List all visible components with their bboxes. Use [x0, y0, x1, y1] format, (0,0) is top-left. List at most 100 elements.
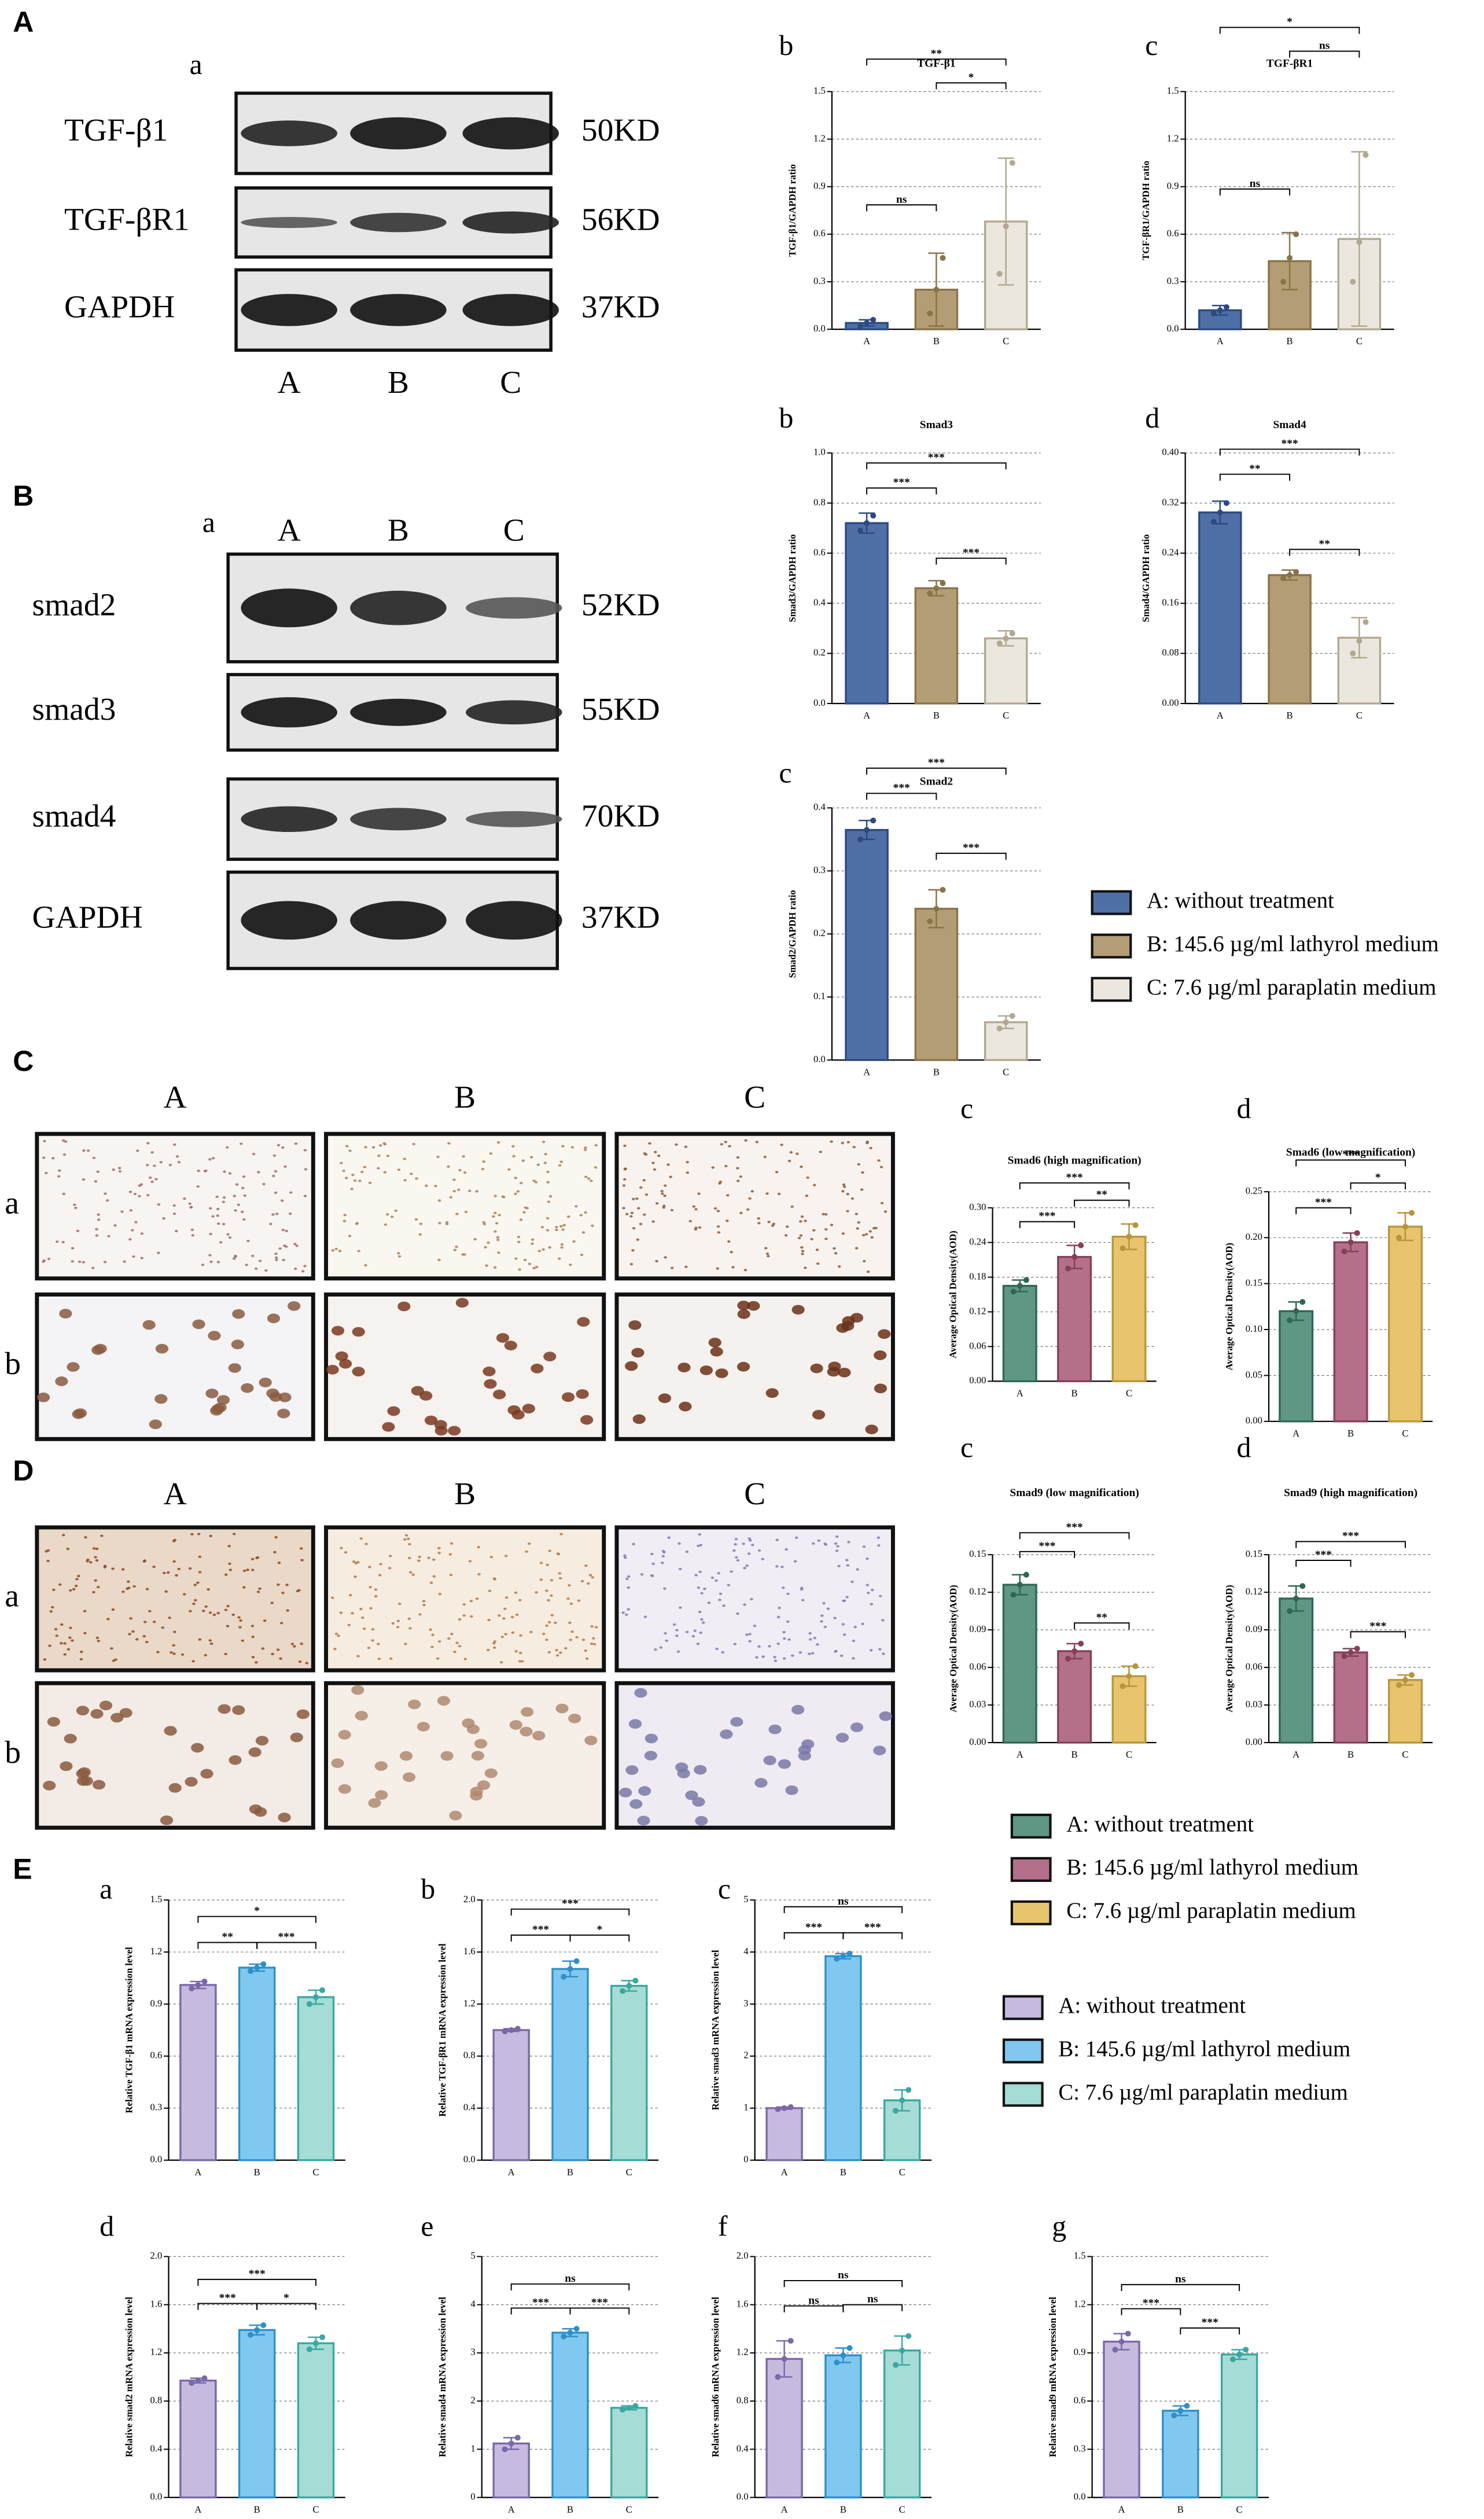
cell — [625, 1213, 629, 1216]
y-tick-label: 0.08 — [1162, 647, 1179, 658]
data-point — [940, 255, 946, 261]
cell — [216, 1612, 220, 1615]
cell — [688, 1220, 692, 1222]
y-tick-label: 1.5 — [150, 1894, 163, 1905]
cell — [251, 1557, 255, 1560]
cell — [274, 1170, 278, 1173]
x-tick-label: C — [1402, 1749, 1408, 1760]
cell — [492, 1642, 496, 1645]
cell — [72, 1588, 76, 1590]
cell — [188, 1567, 192, 1570]
cell — [841, 1189, 845, 1193]
data-point — [1287, 255, 1293, 261]
cell — [255, 1736, 269, 1746]
cell — [229, 1568, 233, 1571]
blot-row-label: smad2 — [32, 588, 116, 623]
cell — [475, 1597, 479, 1600]
blot-band — [350, 212, 447, 233]
x-tick-label: A — [1017, 1749, 1023, 1760]
data-point — [189, 1985, 195, 1991]
cell — [394, 1209, 397, 1212]
cell — [841, 1141, 844, 1144]
x-tick-label: A — [508, 2504, 515, 2515]
cell — [763, 1755, 776, 1766]
cell — [816, 1262, 820, 1265]
cell — [286, 1609, 289, 1612]
cell — [190, 1228, 194, 1231]
cell — [847, 1541, 850, 1544]
cell — [274, 1256, 278, 1259]
y-tick-label: 0.15 — [1246, 1277, 1262, 1288]
cell — [824, 1238, 828, 1240]
cell — [677, 1362, 691, 1372]
cell — [89, 1561, 93, 1564]
cell — [514, 1176, 518, 1180]
cell — [408, 1627, 412, 1630]
sig-label: * — [1287, 16, 1292, 28]
y-tick-label: 0.40 — [1162, 447, 1179, 458]
cell — [429, 1581, 433, 1584]
cell — [437, 1258, 441, 1261]
cell — [120, 1210, 124, 1213]
cell — [850, 1313, 864, 1323]
cell — [374, 1761, 388, 1771]
y-axis-label: Average Optical Density(AOD) — [948, 1585, 959, 1713]
cell — [371, 1639, 374, 1642]
cell — [470, 1791, 483, 1801]
data-point — [1409, 1672, 1415, 1678]
cell — [842, 1185, 846, 1188]
cell — [248, 1747, 262, 1757]
cell — [590, 1642, 594, 1645]
cell — [303, 1265, 307, 1268]
y-tick-label: 0 — [743, 2154, 748, 2165]
cell — [540, 1226, 544, 1229]
data-point — [1354, 1645, 1360, 1652]
y-tick-label: 0.9 — [813, 180, 826, 191]
cell — [189, 1610, 192, 1612]
cell — [645, 1193, 649, 1196]
y-axis-label: Relative smad4 mRNA expression level — [437, 2297, 448, 2457]
cell — [46, 1559, 50, 1563]
blot-size-label: 37KD — [581, 900, 660, 935]
cell — [800, 1165, 803, 1168]
cell — [259, 1378, 272, 1387]
y-axis-label: Smad4/GAPDH ratio — [1140, 534, 1151, 622]
cell — [514, 1257, 518, 1260]
cell — [339, 1611, 343, 1614]
data-point — [857, 836, 863, 842]
y-tick-label: 0.3 — [813, 864, 826, 875]
cell — [298, 1660, 302, 1663]
cell — [672, 1623, 676, 1626]
x-tick-label: B — [933, 336, 940, 347]
y-tick-label: 0.6 — [813, 547, 826, 558]
cell — [92, 1547, 96, 1550]
cell — [424, 1415, 438, 1426]
cell — [866, 1270, 870, 1273]
cell — [625, 1361, 638, 1371]
y-tick-label: 0.9 — [1074, 2347, 1086, 2358]
data-point — [996, 1025, 1003, 1032]
cell — [396, 1626, 400, 1629]
cell — [517, 1240, 521, 1243]
data-point — [1230, 2356, 1236, 2362]
panel-sublabel: d — [1145, 402, 1159, 434]
cell — [791, 1305, 805, 1315]
cell — [343, 1220, 347, 1222]
cell — [873, 1745, 886, 1755]
cell — [157, 1203, 161, 1206]
y-tick-label: 0.2 — [813, 927, 826, 938]
cell — [713, 1207, 717, 1210]
error-bar — [1351, 151, 1368, 327]
cell — [651, 1220, 655, 1223]
cell — [59, 1309, 72, 1319]
cell — [736, 1612, 739, 1615]
sig-bracket — [1289, 548, 1360, 556]
blot-sublabel: a — [190, 48, 202, 80]
cell — [469, 1600, 473, 1603]
cell — [374, 1595, 378, 1598]
cell — [568, 1713, 581, 1723]
cell — [304, 1168, 308, 1171]
cell — [881, 1619, 885, 1622]
data-point — [870, 513, 877, 519]
